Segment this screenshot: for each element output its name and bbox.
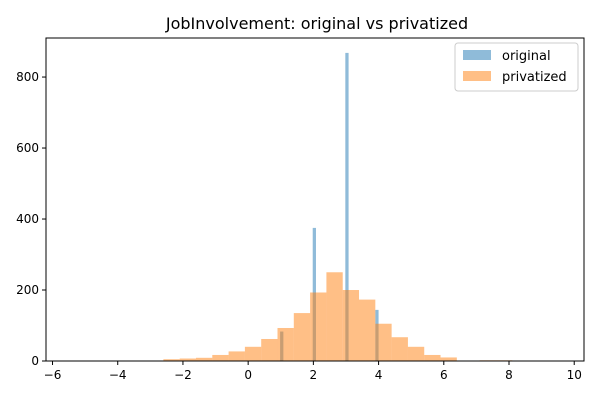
privatized-bar [179,358,196,361]
privatized-bar [277,327,294,361]
privatized-bar [440,357,457,361]
x-tick-label: −2 [174,368,192,382]
y-tick-label: 200 [16,283,39,297]
privatized-bar [407,346,425,361]
privatized-bar [326,272,343,361]
privatized-bar [163,359,180,361]
privatized-bar [391,337,408,361]
x-tick-label: 6 [440,368,448,382]
bars-layer [163,52,513,362]
privatized-bar [195,357,213,361]
chart-title: JobInvolvement: original vs privatized [165,14,468,33]
y-tick-label: 400 [16,212,39,226]
y-tick-label: 600 [16,141,39,155]
privatized-bar [359,299,376,361]
legend-label-privatized: privatized [502,70,567,85]
privatized-bar [424,354,441,361]
x-tick-label: 10 [567,368,582,382]
x-tick-label: −4 [109,368,127,382]
privatized-bar [293,313,311,361]
original-bar [345,52,349,362]
y-tick-label: 0 [31,354,39,368]
privatized-bar [342,290,360,361]
legend-swatch-original [463,50,491,60]
legend-swatch-privatized [463,71,491,81]
x-tick-label: 2 [310,368,318,382]
x-tick-label: 8 [505,368,513,382]
axes-layer: −6 −4 −2 0 2 4 6 8 10 0 200 400 600 800 [16,37,585,382]
privatized-bar [212,354,229,361]
privatized-bar [261,338,278,361]
x-tick-label: −6 [44,368,62,382]
privatized-bar [228,351,245,361]
x-tick-label: 0 [244,368,252,382]
y-tick-label: 800 [16,70,39,84]
privatized-bar [244,346,262,361]
x-tick-label: 4 [375,368,383,382]
legend: original privatized [454,42,579,92]
privatized-bar [375,323,392,361]
legend-label-original: original [502,49,551,64]
privatized-bar [310,292,327,361]
plot-frame [45,37,585,362]
